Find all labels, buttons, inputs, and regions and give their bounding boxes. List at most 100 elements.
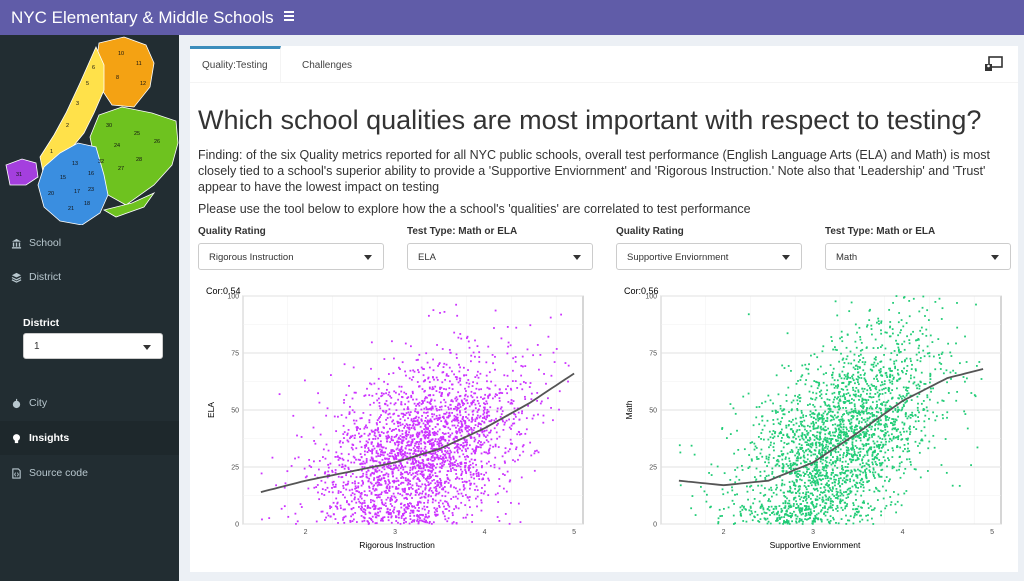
- sidebar-item-school[interactable]: School: [0, 226, 179, 260]
- data-point: [407, 417, 409, 420]
- data-point: [767, 520, 770, 523]
- data-point: [471, 400, 474, 403]
- data-point: [829, 419, 832, 422]
- tab-challenges[interactable]: Challenges: [302, 60, 353, 71]
- data-point: [467, 385, 470, 388]
- data-point: [538, 368, 540, 371]
- data-point: [512, 459, 514, 462]
- data-point: [343, 431, 346, 433]
- district-select[interactable]: 1: [23, 333, 163, 359]
- data-point: [947, 392, 950, 394]
- data-point: [431, 431, 434, 434]
- data-point: [383, 451, 386, 454]
- data-point: [467, 496, 469, 499]
- data-point: [350, 515, 353, 518]
- data-point: [365, 471, 368, 473]
- data-point: [444, 508, 447, 510]
- data-point: [414, 448, 417, 451]
- data-point: [845, 504, 848, 507]
- sidebar-item-source-code[interactable]: Source code: [0, 456, 179, 490]
- data-point: [812, 404, 815, 406]
- data-point: [514, 360, 517, 363]
- test-type-select-right[interactable]: Math: [825, 243, 1011, 270]
- quality-rating-select-left[interactable]: Rigorous Instruction: [198, 243, 384, 270]
- data-point: [468, 479, 471, 482]
- data-point: [795, 480, 798, 483]
- data-point: [857, 395, 860, 397]
- data-point: [858, 437, 861, 439]
- data-point: [818, 441, 820, 444]
- data-point: [419, 519, 421, 522]
- data-point: [863, 387, 866, 390]
- data-point: [448, 479, 451, 482]
- data-point: [275, 484, 277, 487]
- data-point: [405, 456, 408, 459]
- test-type-select-left[interactable]: ELA: [407, 243, 593, 270]
- data-point: [820, 483, 823, 486]
- data-point: [378, 405, 381, 407]
- data-point: [480, 423, 482, 426]
- data-point: [567, 364, 570, 367]
- data-point: [400, 446, 403, 449]
- data-point: [863, 377, 866, 380]
- data-point: [387, 435, 390, 438]
- data-point: [477, 471, 480, 474]
- data-point: [447, 504, 450, 507]
- data-point: [795, 382, 798, 385]
- data-point: [454, 442, 456, 445]
- data-point: [807, 496, 810, 499]
- data-point: [879, 407, 882, 410]
- data-point: [304, 476, 307, 479]
- data-point: [878, 394, 880, 397]
- tab-quality-testing[interactable]: Quality:Testing: [190, 46, 281, 83]
- data-point: [850, 490, 853, 493]
- data-point: [784, 500, 787, 502]
- data-point: [395, 454, 398, 457]
- data-point: [441, 494, 444, 497]
- data-point: [350, 500, 353, 503]
- data-point: [811, 520, 814, 523]
- data-point: [847, 376, 850, 379]
- data-point: [798, 495, 801, 498]
- sidebar-item-city[interactable]: City: [0, 386, 179, 420]
- data-point: [847, 487, 850, 490]
- data-point: [902, 403, 905, 406]
- data-point: [462, 484, 465, 486]
- data-point: [385, 423, 388, 425]
- data-point: [461, 449, 463, 452]
- data-point: [365, 424, 367, 427]
- content-box: Quality:Testing Challenges Which school …: [190, 46, 1018, 572]
- data-point: [862, 412, 865, 415]
- sidebar-toggle-icon[interactable]: [284, 9, 300, 25]
- data-point: [506, 374, 509, 377]
- data-point: [474, 424, 477, 426]
- data-point: [494, 309, 497, 312]
- data-point: [408, 452, 411, 455]
- data-point: [431, 415, 434, 418]
- data-point: [409, 436, 412, 439]
- quality-rating-select-right[interactable]: Supportive Enviornment: [616, 243, 802, 270]
- data-point: [941, 307, 944, 310]
- data-point: [426, 506, 429, 508]
- data-point: [348, 489, 351, 492]
- data-point: [400, 441, 403, 444]
- data-point: [922, 408, 925, 410]
- sidebar-item-insights[interactable]: Insights: [0, 421, 179, 455]
- data-point: [508, 418, 511, 421]
- data-point: [834, 423, 837, 426]
- data-point: [782, 522, 785, 525]
- data-point: [789, 504, 792, 507]
- data-point: [859, 473, 861, 476]
- data-point: [880, 510, 883, 513]
- cast-icon[interactable]: [984, 55, 1004, 73]
- data-point: [763, 470, 766, 473]
- data-point: [795, 437, 797, 440]
- data-point: [849, 515, 852, 518]
- sidebar-item-district[interactable]: District: [0, 260, 179, 294]
- data-point: [849, 487, 851, 490]
- data-point: [421, 461, 423, 464]
- data-point: [790, 369, 792, 372]
- data-point: [400, 471, 402, 474]
- data-point: [918, 442, 921, 445]
- data-point: [304, 379, 306, 382]
